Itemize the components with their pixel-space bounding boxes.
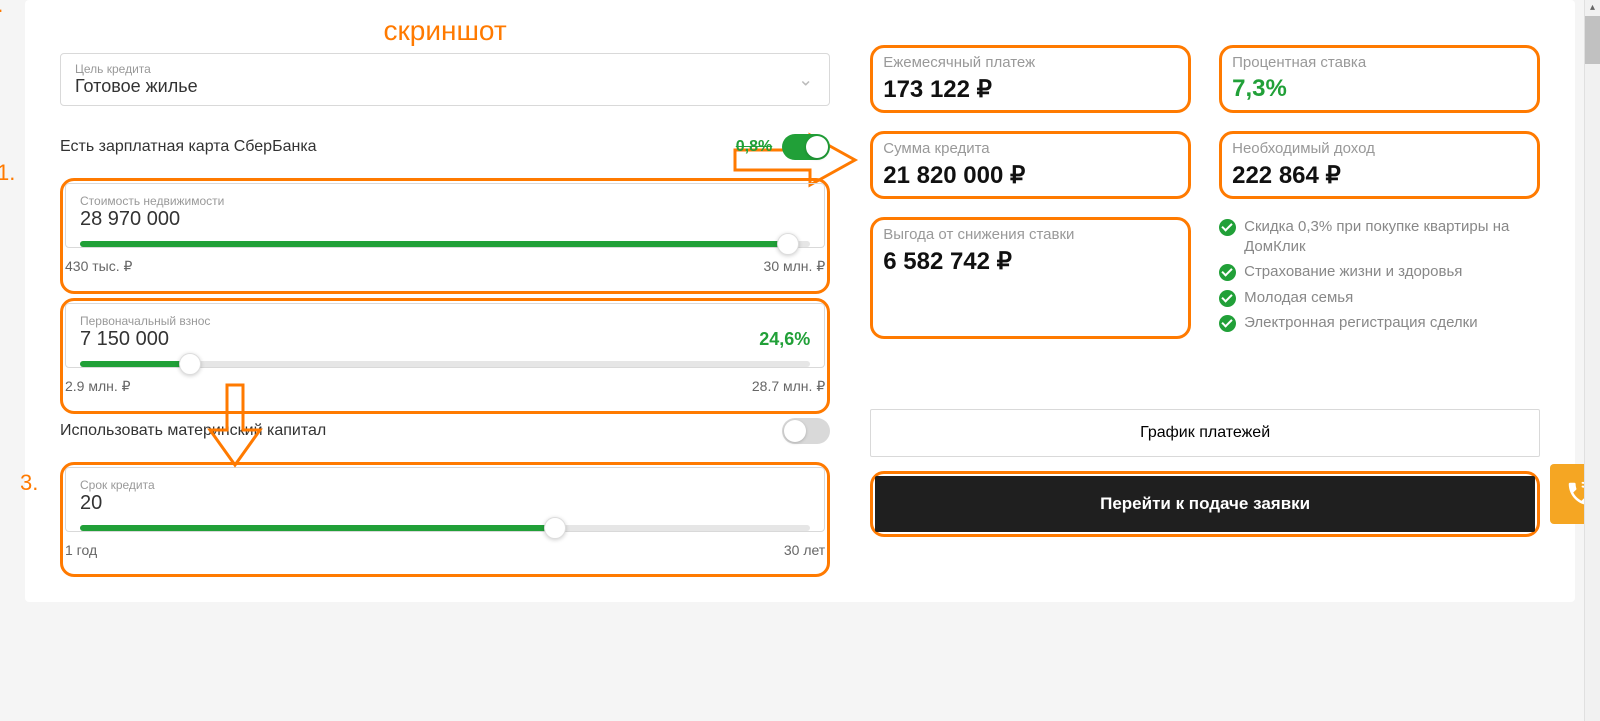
term-label: Срок кредита [80,478,810,492]
annotation-step-1: 1. [0,160,15,186]
property-cost-min: 430 тыс. ₽ [65,258,132,275]
down-payment-pct: 24,6% [759,329,810,350]
annotation-box-income: Необходимый доход 222 864 ₽ [1219,131,1540,199]
savings-value: 6 582 742 ₽ [883,247,1178,276]
annotation-step-3: 3. [20,470,38,496]
salary-card-discount: 0,8% [736,138,772,156]
benefit-text: Молодая семья [1244,288,1353,308]
benefits-list: Скидка 0,3% при покупке квартиры на ДомК… [1219,217,1540,339]
income-value: 222 864 ₽ [1232,161,1527,190]
benefit-text: Страхование жизни и здоровья [1244,262,1462,282]
check-icon [1219,219,1236,236]
down-payment-label: Первоначальный взнос [80,314,810,328]
left-panel: скриншот Цель кредита Готовое жилье ⌄ Ес… [60,15,830,577]
down-payment-slider[interactable] [80,361,810,367]
dropdown-label: Цель кредита [75,62,815,76]
down-payment-block: Первоначальный взнос 7 150 000 24,6% 2.9… [65,303,825,395]
right-panel: 2. Ежемесячный платеж 173 122 ₽ Процентн… [870,15,1540,577]
benefit-text: Электронная регистрация сделки [1244,313,1478,333]
loan-purpose-dropdown[interactable]: Цель кредита Готовое жилье ⌄ [60,53,830,106]
annotation-box-term: Срок кредита 20 1 год 30 лет [60,462,830,577]
chevron-down-icon: ⌄ [798,69,813,90]
property-cost-input[interactable]: 28 970 000 [80,208,180,231]
down-payment-min: 2.9 млн. ₽ [65,378,131,395]
term-min: 1 год [65,542,97,558]
annotation-box-savings: Выгода от снижения ставки 6 582 742 ₽ [870,217,1191,339]
salary-card-row: Есть зарплатная карта СберБанка 0,8% [60,134,830,160]
check-icon [1219,290,1236,307]
maternity-label: Использовать материнский капитал [60,422,326,440]
maternity-toggle[interactable] [782,418,830,444]
down-payment-max: 28.7 млн. ₽ [752,378,825,395]
salary-card-toggle[interactable] [782,134,830,160]
scrollbar-up-icon[interactable]: ▴ [1585,0,1600,16]
loan-value: 21 820 000 ₽ [883,161,1178,190]
property-cost-max: 30 млн. ₽ [764,258,826,275]
rate-label: Процентная ставка [1232,54,1527,71]
annotation-box-apply: Перейти к подаче заявки [870,471,1540,537]
slider-thumb[interactable] [544,517,566,539]
salary-card-label: Есть зарплатная карта СберБанка [60,138,317,156]
term-slider[interactable] [80,525,810,531]
slider-thumb[interactable] [777,233,799,255]
maternity-row: Использовать материнский капитал [60,418,830,444]
income-label: Необходимый доход [1232,140,1527,157]
term-max: 30 лет [784,542,825,558]
property-cost-label: Стоимость недвижимости [80,194,810,208]
annotation-box-rate: Процентная ставка 7,3% [1219,45,1540,113]
term-block: Срок кредита 20 1 год 30 лет [65,467,825,558]
apply-button[interactable]: Перейти к подаче заявки [875,476,1535,532]
term-input[interactable]: 20 [80,492,102,515]
annotation-title: скриншот [60,15,830,47]
monthly-label: Ежемесячный платеж [883,54,1178,71]
benefit-text: Скидка 0,3% при покупке квартиры на ДомК… [1244,217,1540,256]
down-payment-input[interactable]: 7 150 000 [80,328,169,351]
savings-label: Выгода от снижения ставки [883,226,1178,243]
annotation-box-property: Стоимость недвижимости 28 970 000 430 ты… [60,178,830,294]
property-cost-block: Стоимость недвижимости 28 970 000 430 ты… [65,183,825,275]
annotation-box-loan: Сумма кредита 21 820 000 ₽ [870,131,1191,199]
payment-schedule-button[interactable]: График платежей [870,409,1540,457]
monthly-value: 173 122 ₽ [883,75,1178,104]
annotation-arrow-down [205,380,265,470]
scrollbar-thumb[interactable] [1585,16,1600,64]
annotation-box-monthly: Ежемесячный платеж 173 122 ₽ [870,45,1191,113]
property-cost-slider[interactable] [80,241,810,247]
check-icon [1219,315,1236,332]
rate-value: 7,3% [1232,75,1527,103]
slider-thumb[interactable] [179,353,201,375]
dropdown-value: Готовое жилье [75,76,815,97]
scrollbar[interactable]: ▴ [1584,0,1600,721]
annotation-box-downpayment: Первоначальный взнос 7 150 000 24,6% 2.9… [60,298,830,414]
check-icon [1219,264,1236,281]
annotation-step-2: 2. [0,0,3,18]
loan-label: Сумма кредита [883,140,1178,157]
